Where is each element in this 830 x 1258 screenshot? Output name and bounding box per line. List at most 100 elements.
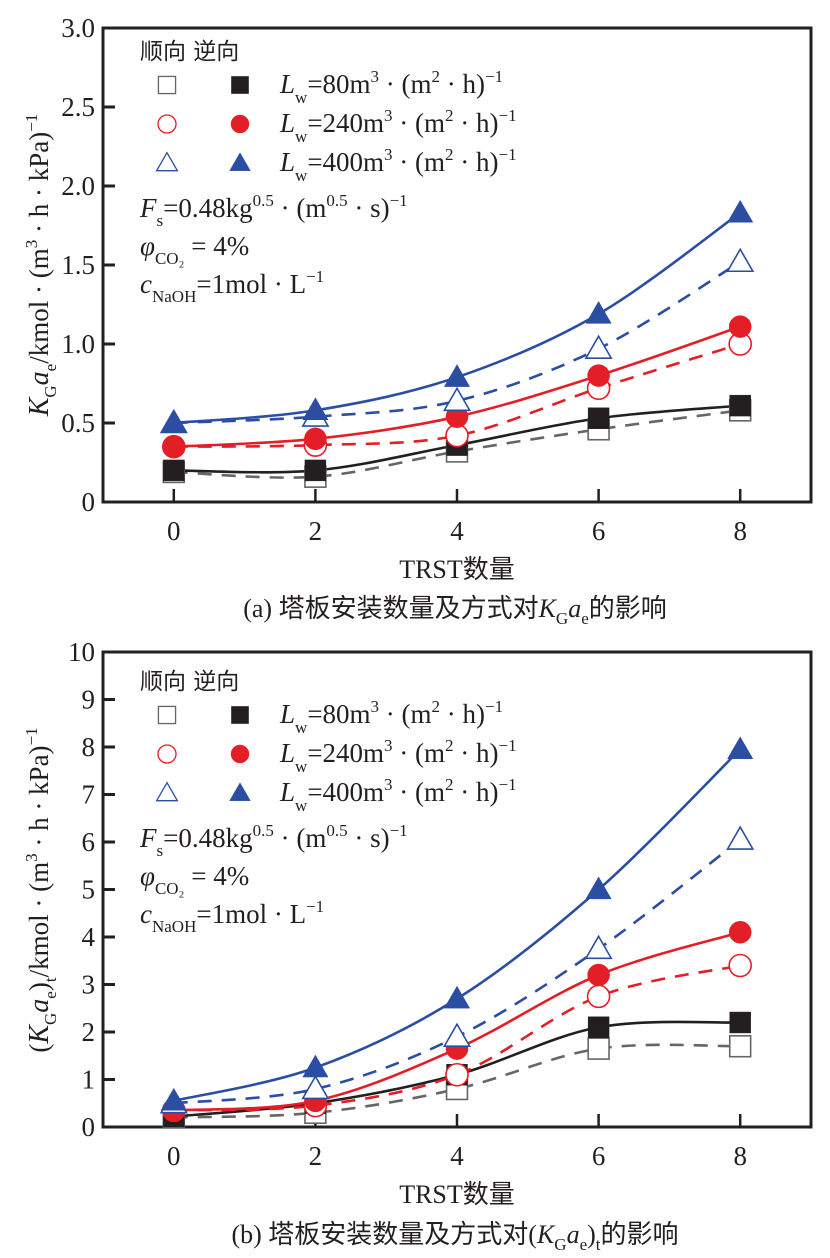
data-point-forward-square-open — [728, 1035, 752, 1058]
y-tick-label: 1.0 — [61, 329, 95, 359]
legend-marker-reverse — [229, 152, 251, 171]
y-tick-label: 4 — [82, 922, 96, 952]
legend-marker-forward — [157, 744, 177, 764]
data-point-forward-triangle-open — [442, 386, 472, 412]
x-tick-label: 0 — [167, 1141, 181, 1171]
y-tick-label: 1 — [82, 1065, 96, 1095]
x-axis-title-b: TRST数量 — [399, 1180, 515, 1209]
data-point-forward-triangle-open — [584, 934, 613, 960]
data-point-reverse-triangle-filled — [160, 1087, 187, 1111]
y-tick-label: 10 — [68, 637, 95, 667]
data-point-reverse-circle-filled — [587, 963, 610, 987]
legend-marker-forward — [155, 781, 179, 802]
legend-label: Lw=400m3 · (m2 · h)−1 — [279, 775, 517, 815]
series-markers-a-3 — [162, 315, 752, 458]
legend-header: 顺向 逆向 — [140, 669, 239, 695]
y-tick-label: 0.5 — [61, 408, 95, 438]
panel-b: 0 1 2 3 4 5 6 7 8 9 10 0 2 4 6 8 (KGae)t/kmol · (m3 · … — [22, 637, 813, 1254]
legend-marker-forward — [157, 75, 177, 95]
x-tick-label: 6 — [592, 516, 606, 546]
data-point-reverse-circle-filled — [587, 364, 610, 387]
y-tick-label: 2.0 — [61, 171, 95, 201]
condition-text: Fs=0.48kg0.5 · (m0.5 · s)−1 — [139, 191, 408, 230]
series-line-a-2 — [173, 342, 741, 448]
data-point-reverse-square-filled — [587, 1016, 610, 1038]
data-point-forward-circle-open — [586, 984, 611, 1009]
condition-text: cNaOH=1mol · L−1 — [140, 897, 324, 936]
y-tick-label: 2 — [82, 1017, 96, 1047]
data-point-reverse-triangle-filled — [443, 985, 471, 1009]
data-point-forward-circle-open — [445, 423, 469, 448]
data-point-reverse-circle-filled — [728, 921, 752, 944]
y-tick-label: 8 — [82, 732, 96, 762]
data-point-reverse-square-filled — [587, 407, 610, 429]
y-axis-title-b: (KGae)t/kmol · (m3 · h · kPa)−1 — [22, 727, 60, 1052]
x-ticks-a: 0 2 4 6 8 — [167, 489, 747, 546]
data-point-reverse-square-filled — [304, 459, 327, 482]
legend-label: Lw=240m3 · (m2 · h)−1 — [279, 736, 517, 776]
data-point-reverse-square-filled — [729, 394, 751, 417]
legend-marker-forward — [155, 151, 179, 172]
x-tick-label: 8 — [733, 1141, 747, 1171]
series-b — [159, 736, 755, 1129]
y-tick-label: 0 — [82, 487, 96, 517]
data-point-reverse-circle-filled — [304, 427, 327, 451]
x-tick-label: 2 — [309, 516, 323, 546]
data-point-reverse-circle-filled — [162, 435, 186, 458]
legend-label: Lw=240m3 · (m2 · h)−1 — [279, 106, 517, 146]
y-axis-title-a: KGae/kmol · (m3 · h · kPa)−1 — [22, 114, 60, 418]
y-tick-label: 2.5 — [61, 92, 95, 122]
x-ticks-b: 0 2 4 6 8 — [167, 1114, 747, 1171]
series-markers-b-5 — [160, 736, 754, 1111]
legend-label: Lw=400m3 · (m2 · h)−1 — [279, 145, 517, 185]
legend-marker-reverse — [231, 706, 249, 724]
y-tick-label: 6 — [82, 827, 96, 857]
y-tick-label: 5 — [82, 875, 96, 905]
series-line-b-0 — [173, 1043, 741, 1119]
data-point-reverse-triangle-filled — [727, 199, 754, 223]
x-tick-label: 4 — [450, 1141, 464, 1171]
data-point-forward-triangle-open — [726, 247, 755, 273]
data-point-reverse-triangle-filled — [160, 409, 187, 433]
data-point-forward-circle-open — [728, 953, 753, 978]
series-a — [159, 199, 755, 488]
legend-marker-reverse — [229, 782, 251, 801]
y-tick-label: 7 — [82, 780, 96, 810]
legend-label: Lw=80m3 · (m2 · h)−1 — [279, 697, 503, 737]
y-tick-label: 9 — [82, 685, 96, 715]
x-tick-label: 2 — [309, 1141, 323, 1171]
y-tick-label: 1.5 — [61, 250, 95, 280]
x-tick-label: 4 — [450, 516, 464, 546]
data-point-reverse-triangle-filled — [302, 1054, 329, 1078]
y-ticks-b: 0 1 2 3 4 5 6 7 8 9 10 — [68, 637, 115, 1142]
condition-text: cNaOH=1mol · L−1 — [140, 267, 324, 306]
data-point-forward-triangle-open — [726, 825, 755, 850]
x-tick-label: 0 — [167, 516, 181, 546]
data-point-forward-triangle-open — [442, 1022, 472, 1047]
series-markers-a-5 — [160, 199, 754, 433]
data-point-forward-square-open — [587, 1037, 610, 1060]
condition-text: φCO₂ = 4% — [140, 231, 249, 268]
data-point-reverse-triangle-filled — [585, 300, 612, 324]
series-line-b-2 — [173, 964, 741, 1112]
data-point-forward-triangle-open — [301, 1074, 330, 1100]
data-point-reverse-triangle-filled — [302, 397, 329, 421]
data-point-forward-circle-open — [445, 1062, 469, 1087]
legend-marker-forward — [157, 705, 177, 725]
data-point-forward-triangle-open — [584, 334, 613, 359]
legend-marker-reverse — [230, 744, 250, 764]
legend-marker-reverse — [230, 114, 250, 134]
data-point-reverse-triangle-filled — [727, 736, 754, 760]
legend-label: Lw=80m3 · (m2 · h)−1 — [279, 67, 503, 107]
caption-b: (b) 塔板安装数量及方式对(KGae)t的影响 — [231, 1220, 678, 1254]
legend-marker-reverse — [231, 76, 249, 94]
data-point-reverse-square-filled — [163, 459, 185, 482]
x-tick-label: 8 — [733, 516, 747, 546]
y-tick-label: 3.0 — [61, 13, 95, 43]
y-tick-label: 0 — [82, 1112, 96, 1142]
caption-a: (a) 塔板安装数量及方式对KGae的影响 — [243, 594, 667, 628]
legend-marker-forward — [157, 114, 177, 134]
y-tick-label: 3 — [82, 970, 96, 1000]
x-axis-title-a: TRST数量 — [399, 555, 515, 584]
